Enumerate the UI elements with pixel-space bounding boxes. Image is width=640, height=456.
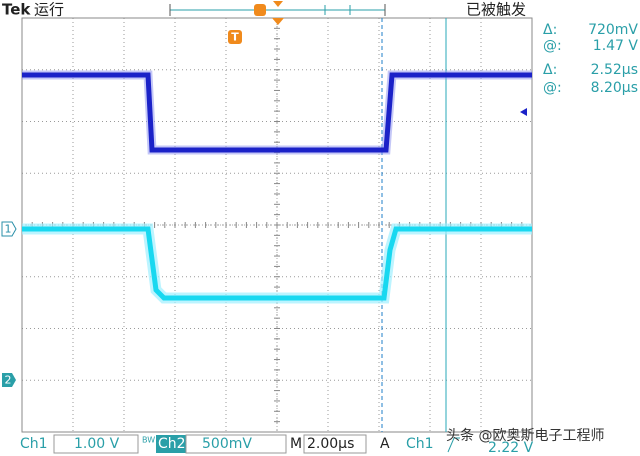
readout-value: 1.47 V xyxy=(593,38,639,54)
readout-value: 2.52μs xyxy=(591,62,638,78)
readout-value: 8.20μs xyxy=(591,80,638,96)
ch1-scale-box xyxy=(53,434,139,454)
ch1-marker-label: 1 xyxy=(5,223,12,236)
trigger-position xyxy=(272,18,284,25)
trigger-source: Ch1 xyxy=(406,436,434,452)
brand: Tek xyxy=(2,1,31,19)
ch1-scale: 1.00 V xyxy=(74,436,120,452)
readout-symbol: @: xyxy=(543,80,562,96)
ch1-marker xyxy=(1,221,17,237)
trigger-state: 已被触发 xyxy=(466,1,526,19)
trigger-marker-label: T xyxy=(231,31,239,44)
trigger-slope xyxy=(447,437,460,453)
time-scale: 2.00μs xyxy=(307,436,354,452)
time-label: M xyxy=(290,436,302,452)
ch2-waveform xyxy=(22,70,532,155)
trigger-marker xyxy=(228,30,242,44)
readout-symbol: @: xyxy=(543,38,562,54)
ch2-marker-label: 2 xyxy=(5,374,12,387)
footer: Ch1 1.00 V BW Ch2 500mV M 2.00μs A Ch1 2… xyxy=(20,427,604,456)
run-status: 运行 xyxy=(34,1,64,19)
bw-limit: BW xyxy=(142,436,155,445)
ch2-label-box xyxy=(156,435,186,453)
watermark: 头条 @欧奥斯电子工程师 xyxy=(446,427,604,444)
ch2-scale: 500mV xyxy=(202,436,252,452)
trigger-level: 2.22 V xyxy=(488,440,534,456)
time-scale-box xyxy=(303,434,367,454)
record-bar xyxy=(169,1,386,16)
ch1-label: Ch1 xyxy=(20,436,48,452)
readout-symbol: Δ: xyxy=(543,62,557,78)
ch1-waveform xyxy=(22,223,532,304)
cursor-readout: Δ: 720mV @: 1.47 V Δ: 2.52μs @: 8.20μs xyxy=(543,22,638,96)
ch2-label: Ch2 xyxy=(158,436,186,452)
readout-value: 720mV xyxy=(588,22,638,38)
level-marker xyxy=(520,108,527,116)
ch2-scale-box xyxy=(185,434,287,454)
trigger-label: A xyxy=(380,436,390,452)
ch2-marker xyxy=(2,373,16,387)
readout-symbol: Δ: xyxy=(543,22,557,38)
